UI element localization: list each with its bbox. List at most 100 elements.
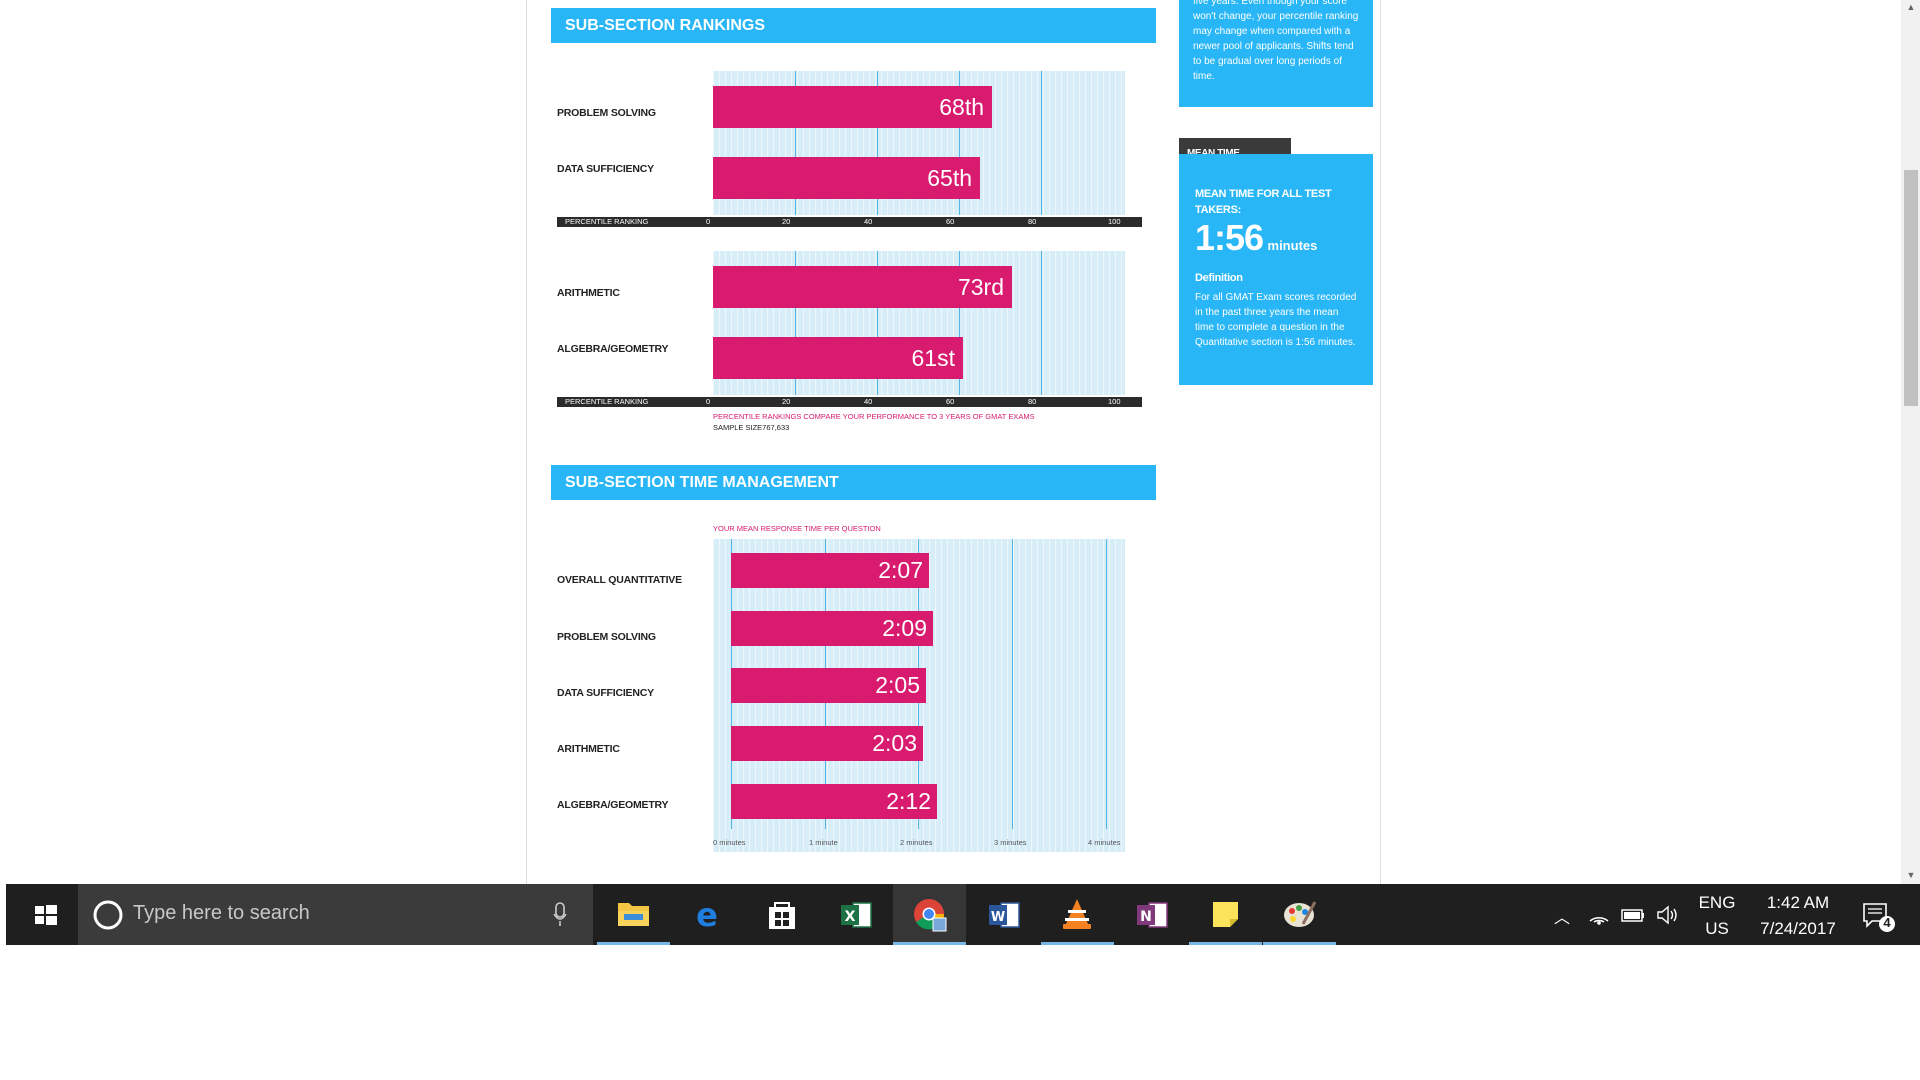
battery-icon[interactable] (1620, 905, 1646, 925)
rank-sample-size: SAMPLE SIZE767,633 (713, 423, 790, 432)
search-placeholder: Type here to search (133, 902, 310, 924)
time-value-algebra-geometry: 2:12 (886, 788, 931, 814)
cortana-icon (93, 900, 123, 930)
time-title: SUB-SECTION TIME MANAGEMENT (565, 474, 839, 491)
percentile-info-card: five years. Even though your score won't… (1179, 0, 1373, 107)
rank-bar-arithmetic: 73rd (713, 266, 1012, 308)
rank-bar-data-sufficiency: 65th (713, 157, 980, 199)
time-bar-problem-solving: 2:09 (731, 611, 933, 646)
time-tick-3: 3 minutes (994, 838, 1027, 847)
time-tick-0: 0 minutes (713, 838, 746, 847)
tick-0: 0 (706, 397, 711, 406)
action-center-button[interactable]: 4 (1860, 900, 1896, 934)
tick-20: 20 (782, 397, 791, 406)
time-value-overall-quantitative: 2:07 (878, 557, 923, 583)
taskbar-app-edge[interactable]: e (671, 884, 744, 945)
rank-axis-1: PERCENTILE RANKING (557, 217, 1142, 227)
rank-note: PERCENTILE RANKINGS COMPARE YOUR PERFORM… (713, 412, 1035, 421)
time-label-overall-quantitative: OVERALL QUANTITATIVE (557, 574, 682, 586)
rank-bar-problem-solving: 68th (713, 86, 992, 128)
store-icon (769, 902, 795, 929)
rank-label-algebra-geometry: ALGEBRA/GEOMETRY (557, 343, 669, 355)
definition-text: For all GMAT Exam scores recorded in the… (1195, 292, 1357, 348)
clock-date[interactable]: 7/24/2017 (1760, 919, 1836, 938)
scroll-down-arrow-icon[interactable]: ▼ (1906, 870, 1916, 880)
taskbar-app-sticky-notes[interactable] (1189, 884, 1262, 945)
time-label-problem-solving: PROBLEM SOLVING (557, 631, 656, 643)
tick-100: 100 (1108, 217, 1121, 226)
paint-icon (1284, 901, 1317, 927)
show-hidden-icons-chevron-icon[interactable]: ︿ (1553, 910, 1570, 927)
time-value-arithmetic: 2:03 (872, 730, 917, 756)
rankings-header: SUB-SECTION RANKINGS (551, 8, 1156, 43)
tick-60: 60 (946, 397, 955, 406)
time-tick-2: 2 minutes (900, 838, 933, 847)
word-icon: W (989, 902, 1020, 928)
scroll-up-arrow-icon[interactable]: ▲ (1906, 2, 1916, 12)
wifi-icon[interactable] (1587, 903, 1611, 927)
notification-count-badge: 4 (1883, 915, 1891, 930)
mean-time-tab-label: MEAN TIME (1187, 148, 1240, 159)
rank-axis-label: PERCENTILE RANKING (565, 397, 649, 406)
gridline (1041, 71, 1042, 215)
rankings-title: SUB-SECTION RANKINGS (565, 17, 766, 34)
rank-label-arithmetic: ARITHMETIC (557, 287, 620, 299)
time-tick-4: 4 minutes (1088, 838, 1121, 847)
rank-bar-algebra-geometry: 61st (713, 337, 963, 379)
windows-logo-icon (35, 905, 57, 925)
vlc-icon (1063, 899, 1091, 929)
time-caption: YOUR MEAN RESPONSE TIME PER QUESTION (713, 524, 881, 533)
tick-0: 0 (706, 217, 711, 226)
gridline (959, 71, 960, 215)
gridline (795, 251, 796, 395)
taskbar-app-excel[interactable]: X (819, 884, 892, 945)
volume-icon[interactable] (1655, 904, 1679, 926)
taskbar-app-paint[interactable] (1263, 884, 1336, 945)
time-value-problem-solving: 2:09 (882, 615, 927, 641)
taskbar-app-vlc[interactable] (1041, 884, 1114, 945)
tick-100: 100 (1108, 397, 1121, 406)
gridline (1012, 539, 1013, 829)
tick-40: 40 (864, 217, 873, 226)
tick-60: 60 (946, 217, 955, 226)
rank-value-data-sufficiency: 65th (927, 165, 972, 191)
onenote-icon: N (1137, 902, 1168, 928)
gridline (959, 251, 960, 395)
time-bar-overall-quantitative: 2:07 (731, 553, 929, 588)
taskbar-app-chrome[interactable] (893, 884, 966, 945)
rank-axis-2: PERCENTILE RANKING (557, 397, 1142, 407)
gridline (1041, 251, 1042, 395)
microphone-icon[interactable] (552, 902, 568, 928)
tick-20: 20 (782, 217, 791, 226)
time-bar-arithmetic: 2:03 (731, 726, 923, 761)
taskbar-app-store[interactable] (745, 884, 818, 945)
taskbar-app-onenote[interactable]: N (1115, 884, 1188, 945)
taskbar-app-word[interactable]: W (967, 884, 1040, 945)
edge-icon: e (696, 896, 718, 934)
time-bar-algebra-geometry: 2:12 (731, 784, 937, 819)
time-tick-1: 1 minute (809, 838, 838, 847)
gridline (1106, 539, 1107, 829)
mean-time-unit: minutes (1267, 238, 1318, 253)
tick-80: 80 (1028, 397, 1037, 406)
svg-text:e: e (696, 896, 718, 934)
definition-title: Definition (1195, 272, 1243, 284)
input-region[interactable]: US (1705, 919, 1729, 938)
taskbar-search-box[interactable]: Type here to search (78, 884, 593, 945)
mean-time-card: MEAN TIME FOR ALL TEST TAKERS: 1:56 minu… (1179, 154, 1373, 385)
sticky-notes-icon (1213, 902, 1238, 927)
rank-label-data-sufficiency: DATA SUFFICIENCY (557, 163, 654, 175)
time-header: SUB-SECTION TIME MANAGEMENT (551, 465, 1156, 500)
taskbar-app-file-explorer[interactable] (597, 884, 670, 945)
excel-icon: X (841, 902, 872, 928)
rank-axis-label: PERCENTILE RANKING (565, 217, 649, 226)
rank-value-algebra-geometry: 61st (911, 345, 955, 371)
time-label-data-sufficiency: DATA SUFFICIENCY (557, 687, 654, 699)
input-language[interactable]: ENG (1698, 893, 1736, 912)
svg-text:X: X (845, 909, 856, 925)
start-button[interactable] (6, 884, 78, 945)
mean-time-heading: MEAN TIME FOR ALL TEST TAKERS: (1195, 188, 1332, 216)
scrollbar-thumb[interactable] (1904, 170, 1918, 406)
vertical-scrollbar[interactable] (1901, 0, 1920, 884)
clock-time[interactable]: 1:42 AM (1766, 893, 1830, 912)
